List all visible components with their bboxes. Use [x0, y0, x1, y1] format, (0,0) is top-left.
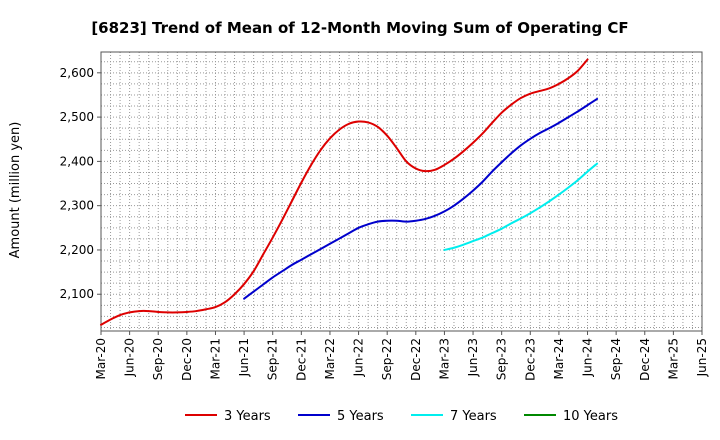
- x-tick-label: Sep-23: [495, 338, 509, 380]
- x-tick-label: Sep-21: [266, 338, 280, 380]
- series-line-7-years: [443, 162, 599, 251]
- chart-title: [6823] Trend of Mean of 12-Month Moving …: [91, 19, 628, 37]
- x-axis-ticks: Mar-20 Jun-20 Sep-20 Dec-20 Mar-21 Jun-21 Sep-…: [94, 331, 709, 381]
- legend-label-5-years: 5 Years: [337, 409, 384, 424]
- y-tick-label: 2,200: [60, 243, 94, 257]
- x-tick-label: Mar-22: [323, 338, 337, 379]
- x-tick-label: Dec-21: [294, 338, 308, 381]
- x-tick-label: Sep-24: [609, 338, 623, 380]
- x-tick-label: Dec-22: [409, 338, 423, 381]
- x-tick-label: Jun-24: [581, 338, 595, 377]
- grid: [101, 52, 702, 331]
- y-tick-label: 2,400: [60, 154, 94, 168]
- series-lines: [100, 58, 599, 326]
- series-line-5-years: [243, 97, 599, 300]
- legend-label-3-years: 3 Years: [224, 409, 271, 424]
- y-tick-label: 2,600: [60, 66, 94, 80]
- x-tick-label: Mar-20: [94, 338, 108, 379]
- x-tick-label: Mar-21: [208, 338, 222, 379]
- x-tick-label: Sep-20: [151, 338, 165, 380]
- legend-label-10-years: 10 Years: [563, 409, 618, 424]
- x-tick-label: Jun-21: [237, 338, 251, 377]
- y-axis-label: Amount (million yen): [8, 122, 23, 259]
- x-tick-label: Jun-22: [352, 338, 366, 377]
- x-tick-label: Mar-23: [437, 338, 451, 379]
- y-axis-ticks: 2,100 2,200 2,300 2,400 2,500 2,600: [60, 66, 101, 301]
- series-line-3-years: [100, 58, 589, 326]
- x-tick-label: Dec-23: [523, 338, 537, 381]
- x-tick-label: Jun-23: [466, 338, 480, 377]
- x-tick-label: Mar-25: [666, 338, 680, 379]
- x-tick-label: Sep-22: [380, 338, 394, 380]
- y-tick-label: 2,500: [60, 110, 94, 124]
- legend-label-7-years: 7 Years: [450, 409, 497, 424]
- x-tick-label: Dec-24: [638, 338, 652, 381]
- y-tick-label: 2,100: [60, 287, 94, 301]
- x-tick-label: Jun-20: [123, 338, 137, 377]
- x-tick-label: Mar-24: [552, 338, 566, 379]
- x-tick-label: Jun-25: [695, 338, 709, 377]
- plot-frame: [100, 51, 703, 332]
- y-tick-label: 2,300: [60, 199, 94, 213]
- legend: 3 Years 5 Years 7 Years 10 Years: [185, 409, 618, 424]
- x-tick-label: Dec-20: [180, 338, 194, 381]
